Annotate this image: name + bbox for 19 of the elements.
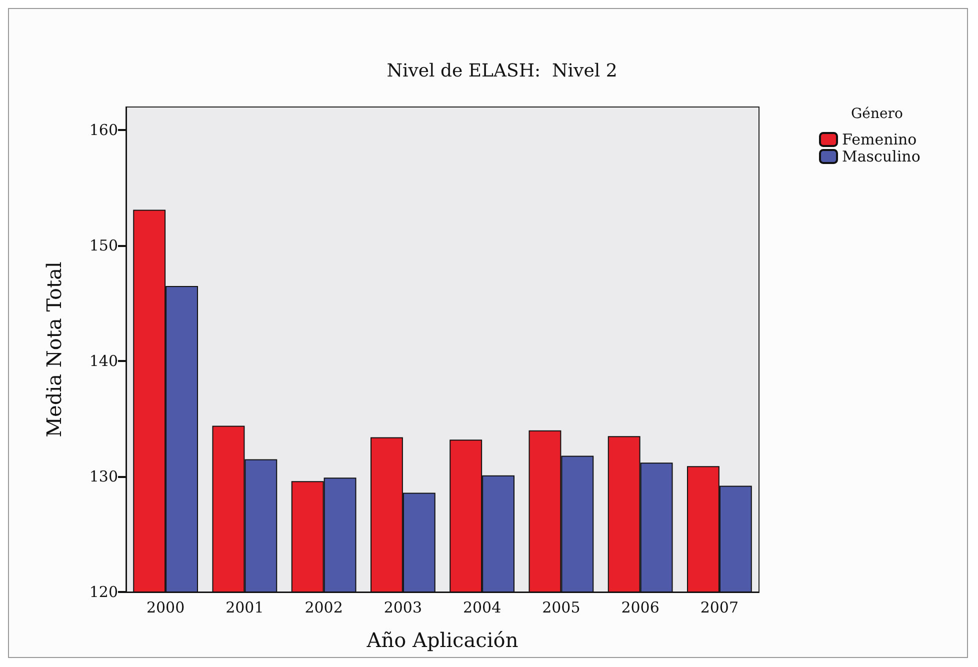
x-tick-label: 2001 <box>226 598 264 616</box>
x-tick-label: 2000 <box>146 598 185 616</box>
y-tick-label: 160 <box>89 121 118 140</box>
y-tick-label: 120 <box>89 583 118 601</box>
x-axis-title: Año Aplicación <box>366 628 518 652</box>
x-tick-label: 2004 <box>462 598 502 616</box>
x-tick-label: 2002 <box>304 598 343 616</box>
x-tick-label: 2003 <box>384 598 422 616</box>
legend-label: Masculino <box>842 148 920 166</box>
legend-label: Femenino <box>842 130 917 148</box>
x-tick-label: 2005 <box>542 598 580 616</box>
y-tick-label: 150 <box>89 236 118 255</box>
y-axis-title: Media Nota Total <box>42 262 66 438</box>
legend-title: Género <box>851 106 903 122</box>
x-tick-label: 2006 <box>621 598 660 616</box>
y-tick-label: 140 <box>89 352 118 370</box>
y-tick-label: 130 <box>89 468 118 486</box>
x-tick-label: 2007 <box>700 598 739 616</box>
chart-title: Nivel de ELASH: Nivel 2 <box>386 60 618 82</box>
